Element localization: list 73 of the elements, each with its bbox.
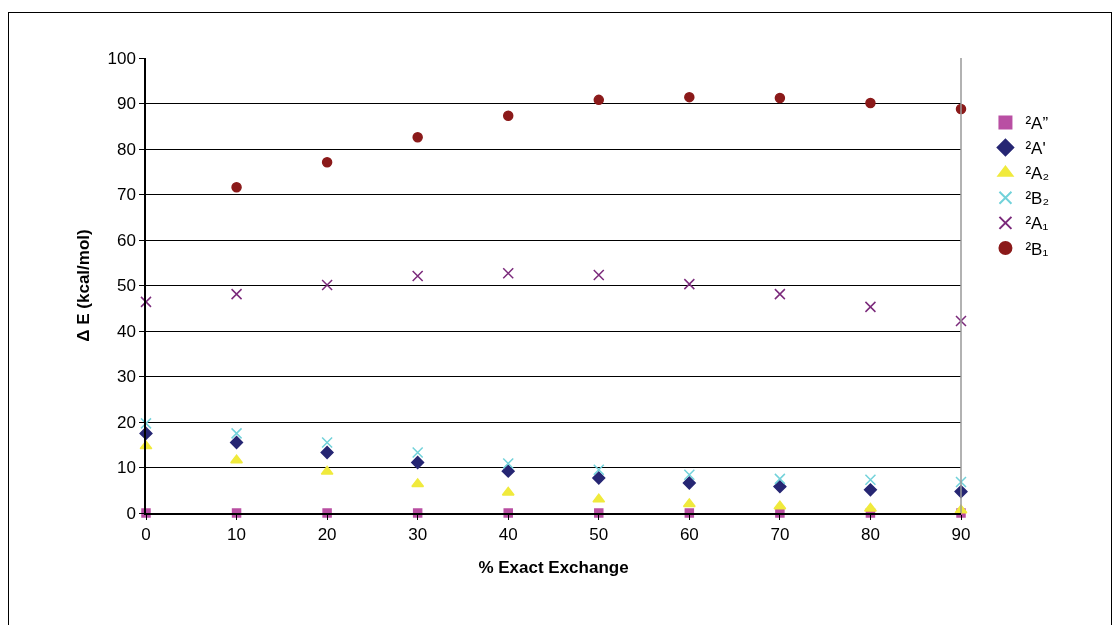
point [774,288,786,300]
point [592,471,606,485]
x-tick-label: 30 [408,525,428,545]
point [321,279,333,291]
point [229,435,244,450]
y-tick-label: 80 [116,139,136,159]
y-tick-label: 60 [116,230,136,250]
legend-label: ²B₂ [1025,189,1050,209]
x-tick-label: 0 [141,525,151,545]
legend-label: ²A₁ [1025,214,1049,234]
point [864,301,877,313]
point [231,181,242,193]
point [411,446,424,459]
y-tick-label: 50 [116,276,136,296]
x-tick-label: 20 [317,525,337,545]
legend-label: ²B₁ [1025,239,1049,259]
point [411,478,425,488]
point [412,131,423,143]
point [411,455,425,470]
y-tick-label: 100 [107,48,136,68]
x-tick-label: 40 [498,525,518,545]
point [773,480,787,494]
point [955,476,967,488]
point [682,476,696,490]
point [140,296,152,308]
point [683,278,696,290]
y-tick-label: 30 [116,367,136,387]
point [230,454,244,464]
x-tick-label: 50 [589,525,609,545]
point [593,94,605,106]
point [774,473,786,485]
point [774,92,786,104]
y-tick-label: 40 [116,321,136,341]
point [773,500,787,510]
point [501,486,515,496]
y-tick-label: 90 [116,94,136,114]
point [592,493,606,503]
y-tick-label: 10 [116,458,136,478]
point [955,315,967,327]
point [863,502,877,512]
point [321,436,333,449]
point [863,483,878,497]
point [682,498,696,508]
x-tick-label: 90 [951,525,971,545]
point [230,427,243,440]
point [140,417,152,430]
point [593,269,605,281]
x-axis-title: % Exact Exchange [478,558,629,578]
point [320,445,334,460]
legend-label: ²A' [1025,139,1046,159]
x-tick-label: 60 [679,525,699,545]
point [501,464,515,478]
point [230,288,243,300]
point [684,91,695,103]
legend-label: ²A” [1025,114,1049,134]
y-tick-label: 20 [116,412,136,432]
y-tick-label: 70 [116,185,136,205]
point [411,270,424,282]
point [502,457,514,470]
point [502,110,514,122]
y-axis-title: Δ E (kcal/mol) [73,229,93,342]
point [321,156,333,168]
x-tick-label: 80 [860,525,880,545]
point [593,464,605,476]
point [864,474,877,486]
point [502,267,514,279]
point [865,97,876,109]
x-tick-label: 10 [227,525,247,545]
legend-label: ²A₂ [1025,164,1050,184]
x-tick-label: 70 [770,525,790,545]
point [683,469,696,481]
point [320,465,334,475]
y-tick-label: 0 [126,503,136,523]
